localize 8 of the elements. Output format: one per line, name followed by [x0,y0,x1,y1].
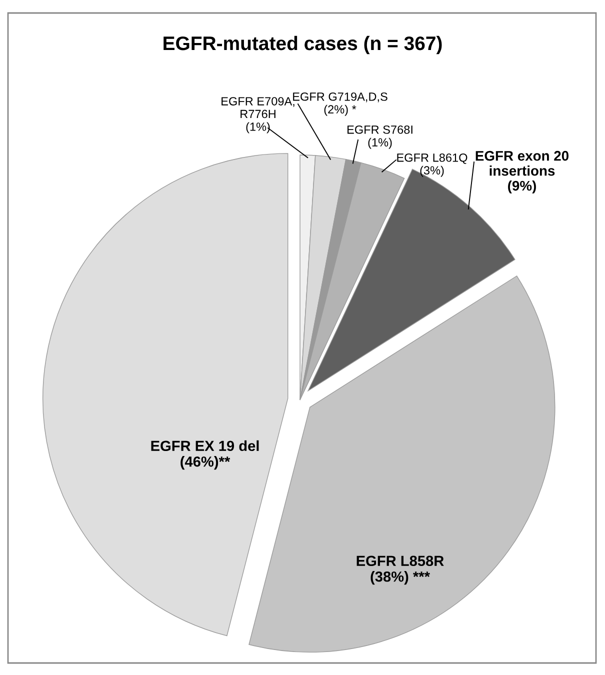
slice-label: EGFR exon 20 insertions (9%) [476,150,569,194]
slice-label: EGFR G719A,D,S (2%) * [293,92,388,116]
slice-label: EGFR EX 19 del (46%)** [151,440,259,470]
slice-label: EGFR L861Q (3%) [397,153,468,177]
chart-title: EGFR-mutated cases (n = 367) [164,36,442,54]
slice-label: EGFR L858R (38%) *** [356,556,444,585]
slice-label: EGFR S768I (1%) [348,125,412,149]
slice-label: EGFR E709A, R776H (1%) [222,97,294,134]
